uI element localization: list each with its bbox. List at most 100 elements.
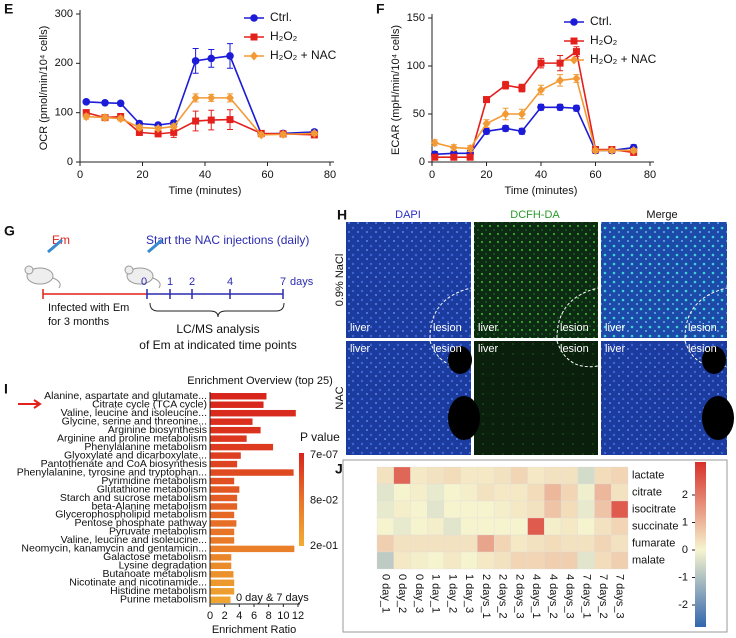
column-label: 0 day_2 <box>396 574 408 613</box>
x-tick-label: 10 <box>277 610 289 622</box>
colorbar-label: -1 <box>678 571 688 583</box>
heat-cell <box>577 466 595 485</box>
heat-cell <box>393 500 411 519</box>
marker <box>207 54 216 63</box>
bar <box>210 418 253 425</box>
y-tick-label: 150 <box>407 12 425 24</box>
heat-cell <box>594 534 612 553</box>
marker <box>430 138 439 148</box>
infection-text: for 3 months <box>48 316 110 328</box>
column-label: 4 days_3 <box>564 574 576 619</box>
heat-cell <box>594 517 612 536</box>
colorbar-label: 2e-01 <box>310 540 338 552</box>
category-label: Glycerophospholipid metabolism <box>55 509 207 521</box>
heat-cell <box>477 517 495 536</box>
heat-cell <box>460 517 478 536</box>
scheme: Em Start the NAC injections (daily) 0 1 … <box>24 233 314 352</box>
colorbar <box>695 462 706 627</box>
series-line <box>434 50 634 158</box>
bar <box>210 571 234 578</box>
bar <box>210 443 274 451</box>
marker <box>501 109 510 119</box>
column-label: 7 days_1 <box>580 574 592 619</box>
bar <box>210 494 238 502</box>
region-label: liver <box>350 343 371 355</box>
marker <box>572 104 581 113</box>
brace <box>149 302 285 318</box>
bar <box>210 579 235 587</box>
marker <box>169 121 178 131</box>
marker <box>116 99 125 108</box>
heat-cell <box>427 500 445 519</box>
heat-cell <box>393 534 411 553</box>
bar <box>210 426 261 434</box>
timepoint: 4 <box>227 276 233 288</box>
panel-label: E <box>4 1 13 17</box>
bar <box>210 435 247 442</box>
x-tick-label: 0 <box>77 169 83 181</box>
colorbar-title: P value <box>300 430 340 444</box>
heat-cell <box>577 517 595 536</box>
panel-frame <box>342 459 728 633</box>
marker <box>170 128 178 136</box>
heat-cell <box>477 466 495 485</box>
bar <box>210 486 240 493</box>
panel-label: J <box>335 461 343 477</box>
colorbar-label: 2 <box>682 489 688 501</box>
heat-cell <box>477 534 495 553</box>
region-labels: liver lesion liver lesion liver lesion l… <box>350 322 717 355</box>
image-merge <box>601 222 727 338</box>
column-label: 7 days_2 <box>597 574 609 619</box>
heat-cell <box>443 500 461 519</box>
heat-cell <box>427 534 445 553</box>
column-label: 7 days_3 <box>614 574 626 619</box>
row-label: lactate <box>632 469 664 481</box>
marker <box>207 116 215 124</box>
bar <box>210 596 231 603</box>
timepoint: 7 <box>280 276 286 288</box>
legend-marker <box>250 51 258 61</box>
x-tick-label: 40 <box>199 169 211 181</box>
panel-label: I <box>4 381 8 397</box>
marker <box>518 127 526 136</box>
heat-cell <box>611 517 629 536</box>
region-label: lesion <box>688 322 717 334</box>
bar <box>210 537 235 544</box>
marker <box>537 85 545 95</box>
heat-cell <box>493 517 512 536</box>
heat-cell <box>493 551 512 570</box>
row-label: fumarate <box>632 537 675 549</box>
timepoint-unit: days <box>290 276 314 288</box>
legend-label: H₂O₂ <box>270 29 298 43</box>
marker <box>556 103 564 112</box>
marker <box>502 81 510 89</box>
legend-label: H₂O₂ + NAC <box>590 52 657 66</box>
region-label: lesion <box>433 322 462 334</box>
column-header: DCFH-DA <box>510 209 560 221</box>
series-line <box>434 106 634 156</box>
y-tick-label: 0 <box>67 156 73 168</box>
legend-label: Ctrl. <box>270 10 292 24</box>
y-axis-label: ECAR (mpH/min/10⁴ cells) <box>390 25 402 155</box>
colorbar-label: 7e-07 <box>310 449 338 461</box>
marker <box>191 57 200 65</box>
marker <box>82 112 91 122</box>
infection-text: Infected with Em <box>48 302 129 314</box>
heat-cell <box>594 483 612 502</box>
legend-marker <box>570 18 578 26</box>
row-header: NAC <box>334 386 346 409</box>
y-tick-label: 50 <box>413 108 425 120</box>
heat-cell <box>544 466 562 485</box>
colorbar-label: 0 <box>682 544 688 556</box>
lesion-outlines <box>429 287 728 368</box>
heat-cell <box>460 551 478 570</box>
category-label: Butanoate metabolism <box>103 568 208 580</box>
legend-label: Ctrl. <box>590 14 612 28</box>
category-label: Glyoxylate and dicarboxylate... <box>64 449 207 461</box>
heat-cell <box>477 500 495 519</box>
column-header: Merge <box>646 209 677 221</box>
heat-cell <box>427 483 445 502</box>
x-tick-label: 12 <box>292 610 304 622</box>
legend-label: H₂O₂ <box>590 33 618 47</box>
lesion-holes <box>448 346 734 440</box>
